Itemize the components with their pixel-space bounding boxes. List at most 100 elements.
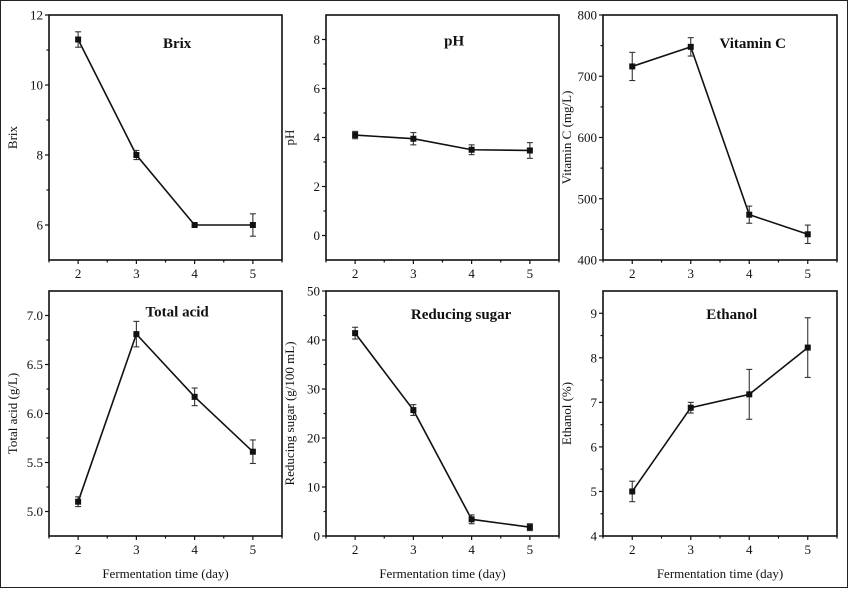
- x-tick-label: 3: [133, 542, 140, 557]
- y-tick-label: 800: [578, 8, 598, 23]
- x-tick-label: 4: [746, 542, 753, 557]
- y-tick-label: 9: [591, 306, 598, 321]
- x-tick-label: 2: [75, 542, 82, 557]
- panel-vitamin-c: 2 3 4 5 400 500 600 700 800 Vitamin C (mg/L) Vitam…: [559, 8, 838, 281]
- y-tick-label: 5.5: [27, 455, 43, 470]
- plot-frame: [602, 290, 838, 537]
- y-tick-label: 8: [314, 32, 321, 47]
- data-point: [191, 393, 198, 400]
- y-tick-label: 8: [591, 350, 598, 365]
- x-tick-label: 5: [805, 266, 812, 281]
- y-tick-label: 0: [314, 228, 321, 243]
- y-tick-label: 400: [578, 253, 598, 268]
- y-tick-label: 6: [591, 439, 598, 454]
- data-point: [746, 391, 753, 398]
- series-line: [77, 39, 253, 226]
- plot-frame: [325, 14, 560, 261]
- y-axis-label: Reducing sugar (g/100 mL): [282, 341, 297, 485]
- y-tick-label: 6.5: [27, 357, 43, 372]
- data-point: [75, 498, 82, 505]
- data-point: [410, 407, 417, 414]
- panel-title: pH: [444, 34, 464, 50]
- x-tick-label: 4: [746, 266, 753, 281]
- data-point: [629, 63, 636, 70]
- x-tick-label: 2: [75, 266, 82, 281]
- data-point: [468, 146, 475, 153]
- y-tick-label: 7.0: [27, 308, 43, 323]
- y-axis-label: Total acid (g/L): [5, 373, 20, 454]
- x-axis-label: Fermentation time (day): [657, 566, 783, 581]
- panel-ethanol: 2 3 4 5 4 5 6 7 8 9 Ethanol (%) Fermentation time (…: [559, 290, 838, 581]
- series-line: [355, 134, 530, 152]
- y-tick-label: 0: [314, 529, 321, 544]
- y-axis-label: pH: [282, 130, 297, 146]
- x-tick-label: 3: [688, 542, 695, 557]
- series-line: [354, 332, 530, 528]
- x-tick-label: 5: [250, 266, 257, 281]
- x-tick-label: 2: [352, 266, 359, 281]
- x-tick-label: 4: [191, 266, 198, 281]
- x-tick-label: 2: [352, 542, 359, 557]
- data-point: [191, 222, 198, 228]
- panel-total-acid: 2 3 4 5 5.0 5.5 6.0 6.5 7.0 Total acid (g/L) Ferme…: [5, 290, 283, 581]
- panel-title: Reducing sugar: [411, 307, 512, 323]
- x-tick-label: 4: [191, 542, 198, 557]
- y-tick-label: 600: [578, 130, 598, 145]
- y-tick-label: 2: [314, 179, 321, 194]
- x-tick-label: 5: [805, 542, 812, 557]
- data-point: [410, 135, 417, 142]
- y-axis-label: Vitamin C (mg/L): [559, 91, 574, 185]
- data-point: [687, 404, 694, 411]
- x-axis-label: Fermentation time (day): [379, 566, 505, 581]
- y-tick-label: 12: [30, 8, 43, 23]
- data-point: [804, 344, 811, 351]
- x-tick-label: 4: [468, 542, 475, 557]
- y-tick-label: 6.0: [27, 406, 43, 421]
- y-tick-label: 10: [307, 480, 320, 495]
- data-point: [133, 152, 140, 158]
- y-tick-label: 4: [314, 130, 321, 145]
- y-tick-label: 5: [591, 484, 598, 499]
- x-tick-label: 3: [410, 542, 417, 557]
- y-tick-label: 8: [37, 148, 44, 163]
- plot-frame: [48, 290, 283, 537]
- data-point: [75, 36, 82, 43]
- y-tick-label: 500: [578, 191, 598, 206]
- data-point: [629, 488, 636, 495]
- panel-ph: 2 3 4 5 0 2 4 6 8 pH pH: [282, 14, 560, 281]
- data-point: [746, 211, 753, 218]
- data-point: [526, 147, 533, 154]
- y-tick-label: 30: [307, 382, 320, 397]
- x-tick-label: 3: [410, 266, 417, 281]
- y-axis-label: Brix: [5, 125, 20, 149]
- y-axis-label: Ethanol (%): [559, 382, 574, 445]
- data-point: [133, 331, 140, 338]
- data-point: [526, 524, 533, 531]
- data-point: [687, 43, 694, 50]
- y-tick-label: 50: [307, 284, 320, 299]
- x-tick-label: 3: [133, 266, 140, 281]
- y-tick-label: 20: [307, 431, 320, 446]
- x-tick-label: 2: [629, 542, 636, 557]
- data-point: [352, 132, 359, 139]
- panel-title: Total acid: [146, 305, 210, 321]
- y-tick-label: 700: [578, 69, 598, 84]
- data-point: [249, 448, 256, 455]
- x-tick-label: 5: [527, 266, 534, 281]
- x-tick-label: 5: [250, 542, 257, 557]
- panel-brix: 2 3 4 5 6 8 10 12 Brix Brix: [5, 8, 283, 281]
- plot-frame: [325, 290, 560, 537]
- series-line: [77, 332, 254, 502]
- x-tick-label: 3: [688, 266, 695, 281]
- data-point: [352, 330, 359, 337]
- data-point: [804, 231, 811, 238]
- panel-title: Ethanol: [706, 307, 757, 323]
- x-axis-label: Fermentation time (day): [102, 566, 228, 581]
- data-point: [468, 516, 475, 523]
- series-line: [631, 346, 809, 492]
- x-tick-label: 5: [527, 542, 534, 557]
- y-tick-label: 6: [314, 81, 321, 96]
